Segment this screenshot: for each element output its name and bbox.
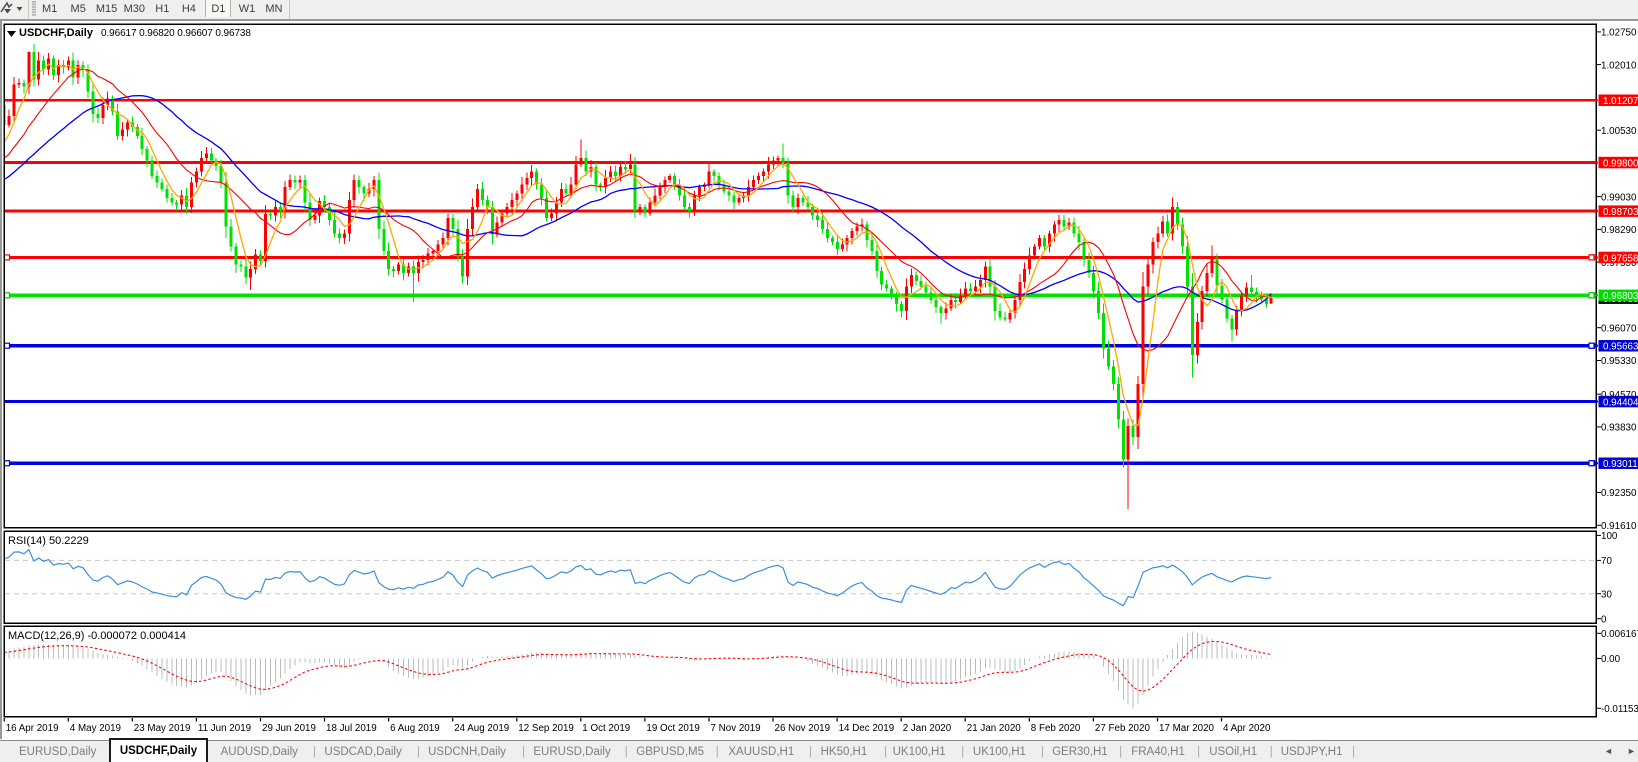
svg-text:2 Jan 2020: 2 Jan 2020: [903, 723, 952, 734]
svg-text:0.98703: 0.98703: [1603, 207, 1638, 218]
svg-text:30: 30: [1601, 589, 1612, 600]
svg-text:4 Apr 2020: 4 Apr 2020: [1223, 723, 1271, 734]
svg-text:16 Apr 2019: 16 Apr 2019: [6, 723, 59, 734]
svg-text:0.93830: 0.93830: [1601, 423, 1637, 434]
svg-text:0.00: 0.00: [1601, 654, 1621, 665]
svg-text:7 Nov 2019: 7 Nov 2019: [711, 723, 761, 734]
svg-text:4 May 2019: 4 May 2019: [70, 723, 121, 734]
svg-text:27 Feb 2020: 27 Feb 2020: [1095, 723, 1151, 734]
svg-text:0.98290: 0.98290: [1601, 225, 1637, 236]
svg-text:18 Jul 2019: 18 Jul 2019: [326, 723, 377, 734]
svg-text:0: 0: [1601, 614, 1607, 625]
svg-text:0.95663: 0.95663: [1603, 342, 1638, 353]
svg-text:29 Jun 2019: 29 Jun 2019: [262, 723, 316, 734]
svg-text:0.96803: 0.96803: [1603, 291, 1638, 302]
svg-text:24 Aug 2019: 24 Aug 2019: [454, 723, 509, 734]
svg-text:0.99800: 0.99800: [1603, 158, 1638, 169]
svg-text:11 Jun 2019: 11 Jun 2019: [198, 723, 251, 734]
svg-text:1.02010: 1.02010: [1601, 60, 1637, 71]
svg-text:0.95330: 0.95330: [1601, 356, 1637, 367]
svg-text:0.97658: 0.97658: [1603, 253, 1638, 264]
svg-text:12 Sep 2019: 12 Sep 2019: [518, 723, 574, 734]
svg-text:70: 70: [1601, 556, 1612, 567]
svg-text:1.00530: 1.00530: [1601, 126, 1637, 137]
svg-text:100: 100: [1601, 531, 1618, 542]
svg-text:26 Nov 2019: 26 Nov 2019: [775, 723, 831, 734]
svg-text:1.01207: 1.01207: [1603, 96, 1638, 107]
svg-text:0.006167: 0.006167: [1601, 629, 1638, 640]
svg-text:19 Oct 2019: 19 Oct 2019: [646, 723, 699, 734]
svg-text:1 Oct 2019: 1 Oct 2019: [582, 723, 630, 734]
svg-text:17 Mar 2020: 17 Mar 2020: [1159, 723, 1215, 734]
svg-text:0.94404: 0.94404: [1603, 397, 1638, 408]
svg-text:23 May 2019: 23 May 2019: [134, 723, 191, 734]
svg-text:8 Feb 2020: 8 Feb 2020: [1031, 723, 1081, 734]
svg-text:21 Jan 2020: 21 Jan 2020: [967, 723, 1021, 734]
svg-text:1.02750: 1.02750: [1601, 28, 1637, 39]
svg-text:0.93011: 0.93011: [1603, 459, 1638, 470]
svg-text:6 Aug 2019: 6 Aug 2019: [390, 723, 440, 734]
svg-text:0.92350: 0.92350: [1601, 488, 1637, 499]
svg-text:0.99030: 0.99030: [1601, 192, 1637, 203]
svg-text:0.96070: 0.96070: [1601, 323, 1637, 334]
svg-text:14 Dec 2019: 14 Dec 2019: [839, 723, 895, 734]
